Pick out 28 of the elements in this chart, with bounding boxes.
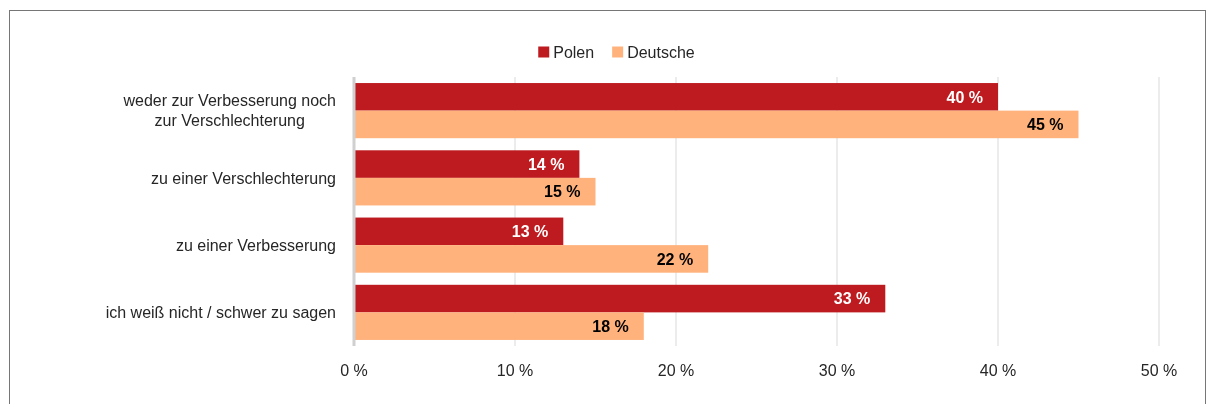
y-tick-label: zu einer Verbesserung xyxy=(175,236,336,254)
data-label: 14 % xyxy=(527,155,565,173)
data-label: 33 % xyxy=(833,290,871,308)
y-tick-label: weder zur Verbesserung noch zur Verschlechterung xyxy=(122,92,336,130)
legend-label: Deutsche xyxy=(627,43,695,61)
y-tick-label: zu einer Verschlechterung xyxy=(151,169,336,187)
legend-label: Polen xyxy=(553,43,595,61)
bar xyxy=(354,110,1079,139)
data-label: 40 % xyxy=(946,88,983,106)
data-label: 22 % xyxy=(656,250,694,268)
bar xyxy=(354,312,644,340)
x-tick-label: 10 % xyxy=(496,362,534,379)
bar xyxy=(354,217,564,246)
y-tick-label: ich weiß nicht / schwer zu sagen xyxy=(105,304,336,322)
data-label: 15 % xyxy=(544,183,581,201)
x-tick-label: 40 % xyxy=(979,362,1017,379)
x-tick-label: 30 % xyxy=(818,362,856,379)
bar xyxy=(354,245,709,273)
bar xyxy=(354,83,998,111)
x-tick-label: 20 % xyxy=(657,362,695,379)
data-label: 13 % xyxy=(511,223,549,241)
data-label: 18 % xyxy=(592,317,629,335)
data-label: 45 % xyxy=(1027,116,1064,134)
x-tick-label: 50 % xyxy=(1140,362,1178,379)
bar xyxy=(354,177,596,206)
bar xyxy=(354,284,886,313)
x-tick-label: 0 % xyxy=(340,362,368,379)
bar xyxy=(354,150,580,178)
